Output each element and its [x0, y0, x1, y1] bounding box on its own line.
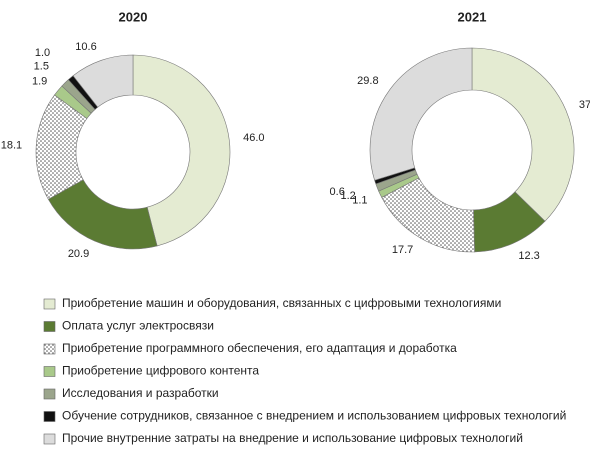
data-label: 12.3	[518, 250, 539, 262]
data-label: 20.9	[68, 248, 89, 260]
data-label: 1.9	[32, 75, 47, 87]
legend-swatch	[43, 343, 56, 355]
legend-label: Исследования и разработки	[62, 386, 219, 400]
legend-swatch	[43, 433, 56, 445]
data-label: 1.2	[340, 190, 355, 202]
data-label: 29.8	[357, 75, 378, 87]
data-label: 0.6	[330, 186, 345, 198]
slice	[72, 54, 134, 108]
slice	[471, 47, 575, 222]
data-label: 1.5	[34, 60, 49, 72]
chart-title: 2021	[458, 9, 487, 24]
slice	[132, 54, 231, 247]
legend-swatch	[43, 298, 56, 310]
data-label: 46.0	[243, 132, 264, 144]
slice	[369, 47, 473, 181]
legend-swatch	[43, 321, 56, 332]
legend-swatch	[43, 411, 56, 422]
legend-swatch	[43, 388, 56, 400]
legend-label: Приобретение цифрового контента	[62, 364, 259, 378]
data-label: 37.3	[579, 99, 590, 111]
data-label: 17.7	[392, 244, 413, 256]
data-label: 10.6	[75, 41, 96, 53]
legend-label: Прочие внутренние затраты на внедрение и…	[62, 431, 523, 445]
chart-title: 2020	[119, 9, 148, 24]
legend-label: Приобретение программного обеспечения, е…	[62, 341, 457, 355]
data-label: 18.1	[1, 139, 22, 151]
data-label: 1.0	[35, 47, 50, 59]
legend-swatch	[43, 366, 56, 377]
legend-label: Оплата услуг электросвязи	[62, 319, 214, 333]
legend-label: Обучение сотрудников, связанное с внедре…	[62, 409, 566, 423]
legend-label: Приобретение машин и оборудования, связа…	[62, 296, 501, 310]
data-label: 1.1	[352, 194, 367, 206]
